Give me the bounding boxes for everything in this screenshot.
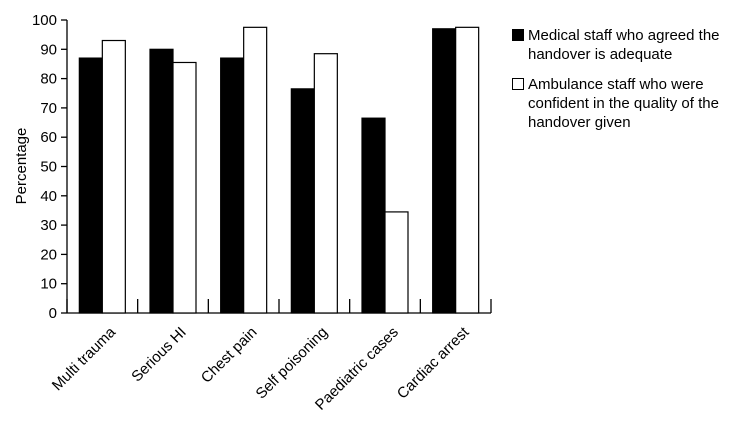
- x-tick-label: Cardiac arrest: [394, 323, 473, 402]
- x-tick-label: Chest pain: [198, 324, 261, 387]
- legend-swatch-ambulance-staff: [512, 78, 524, 90]
- bar-medical-staff: [432, 28, 457, 314]
- bar-ambulance-staff: [101, 39, 126, 314]
- bar-ambulance-staff: [384, 211, 409, 314]
- y-tick-label: 90: [40, 41, 57, 58]
- y-axis-label: Percentage: [13, 128, 30, 205]
- x-tick-label: Self poisoning: [253, 324, 332, 403]
- bar-ambulance-staff: [243, 26, 268, 314]
- bar-medical-staff: [361, 117, 386, 314]
- bar-medical-staff: [290, 88, 315, 314]
- bar-ambulance-staff: [172, 61, 197, 314]
- bars: [78, 26, 480, 314]
- bar-medical-staff: [149, 48, 174, 314]
- y-tick-label: 30: [40, 217, 57, 234]
- bar-ambulance-staff: [313, 53, 338, 314]
- bar-ambulance-staff: [455, 26, 480, 314]
- legend-item-medical-staff: Medical staff who agreed the handover is…: [512, 26, 740, 64]
- x-tick-label: Multi trauma: [49, 323, 120, 394]
- bar-medical-staff: [78, 57, 103, 314]
- y-tick-label: 50: [40, 159, 57, 176]
- y-tick-label: 40: [40, 188, 57, 205]
- y-tick-label: 80: [40, 71, 57, 88]
- y-tick-label: 0: [49, 305, 57, 322]
- legend-swatch-medical-staff: [512, 29, 524, 41]
- bar-medical-staff: [220, 57, 245, 314]
- legend-label-medical-staff: Medical staff who agreed the handover is…: [528, 27, 720, 63]
- x-tick-label: Serious HI: [128, 324, 190, 386]
- y-tick-label: 10: [40, 276, 57, 293]
- y-tick-label: 20: [40, 246, 57, 263]
- y-axis: 0 10 20 30 40 50 60 70 80 90 100: [32, 12, 68, 322]
- legend: Medical staff who agreed the handover is…: [512, 26, 740, 143]
- legend-item-ambulance-staff: Ambulance staff who were confident in th…: [512, 75, 740, 132]
- y-tick-label: 60: [40, 129, 57, 146]
- legend-label-ambulance-staff: Ambulance staff who were confident in th…: [528, 76, 719, 131]
- y-tick-label: 70: [40, 100, 57, 117]
- y-tick-label: 100: [32, 12, 57, 29]
